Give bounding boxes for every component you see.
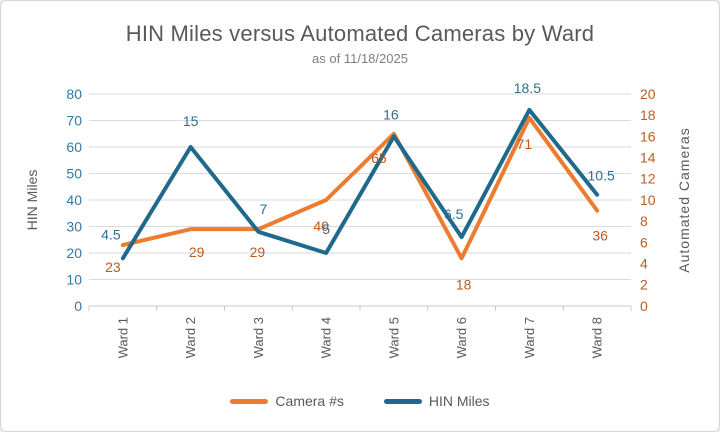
- left-axis-tick-label: 0: [74, 298, 82, 314]
- left-axis-tick-label: 50: [66, 165, 82, 181]
- data-label: 36: [592, 228, 608, 244]
- data-label: 10.5: [588, 168, 615, 184]
- right-axis-tick-label: 20: [640, 86, 656, 102]
- legend: Camera #s HIN Miles: [1, 393, 719, 409]
- left-axis-tick-label: 30: [66, 218, 82, 234]
- data-label: 5: [322, 221, 330, 237]
- data-label: 71: [517, 136, 533, 152]
- data-label: 6.5: [444, 206, 464, 222]
- left-axis-tick-label: 10: [66, 271, 82, 287]
- x-axis-category-label: Ward 3: [251, 317, 266, 358]
- left-axis-title: HIN Miles: [24, 170, 40, 231]
- left-axis-tick-label: 70: [66, 112, 82, 128]
- right-axis-tick-label: 14: [640, 150, 656, 166]
- right-axis-tick-label: 8: [640, 213, 648, 229]
- x-axis-category-label: Ward 7: [522, 317, 537, 358]
- x-axis-category-label: Ward 8: [590, 317, 605, 358]
- left-axis-tick-label: 40: [66, 192, 82, 208]
- x-axis-category-label: Ward 5: [386, 317, 401, 358]
- data-label: 23: [105, 259, 121, 275]
- data-label: 16: [383, 106, 399, 122]
- legend-label-camera-series: Camera #s: [275, 393, 344, 409]
- left-axis-tick-label: 80: [66, 86, 82, 102]
- right-axis-tick-label: 6: [640, 234, 648, 250]
- data-label: 18: [456, 276, 472, 292]
- data-label: 4.5: [101, 226, 121, 242]
- chart-subtitle: as of 11/18/2025: [312, 51, 408, 66]
- data-label: 18.5: [514, 80, 541, 96]
- right-axis-tick-label: 0: [640, 298, 648, 314]
- camera-series-swatch: [230, 398, 269, 404]
- legend-item-hin-miles-series: HIN Miles: [383, 393, 490, 409]
- right-axis-tick-label: 2: [640, 277, 648, 293]
- camera-series-line: [120, 115, 600, 261]
- x-axis-category-label: Ward 6: [454, 317, 469, 358]
- right-axis-tick-label: 18: [640, 107, 656, 123]
- data-label: 40: [313, 218, 329, 234]
- right-axis-tick-label: 12: [640, 171, 656, 187]
- left-axis-tick-label: 20: [66, 245, 82, 261]
- left-axis-tick-label: 60: [66, 139, 82, 155]
- hin-miles-series-swatch: [383, 398, 422, 404]
- chart-title: HIN Miles versus Automated Cameras by Wa…: [125, 21, 595, 46]
- right-axis-tick-label: 4: [640, 256, 648, 272]
- x-axis-category-label: Ward 1: [115, 317, 130, 358]
- right-axis-title: Automated Cameras: [676, 127, 692, 272]
- data-label: 29: [250, 244, 266, 260]
- data-label: 15: [183, 113, 199, 129]
- legend-label-hin-miles-series: HIN Miles: [428, 393, 490, 409]
- x-axis-category-label: Ward 2: [183, 317, 198, 358]
- data-label: 65: [371, 150, 387, 166]
- right-axis-tick-label: 10: [640, 192, 656, 208]
- data-label: 29: [189, 244, 205, 260]
- hin-miles-series-line: [120, 107, 600, 261]
- x-axis-category-label: Ward 4: [319, 317, 334, 358]
- right-axis-tick-label: 16: [640, 128, 656, 144]
- legend-item-camera-series: Camera #s: [230, 393, 344, 409]
- data-label: 7: [259, 201, 267, 217]
